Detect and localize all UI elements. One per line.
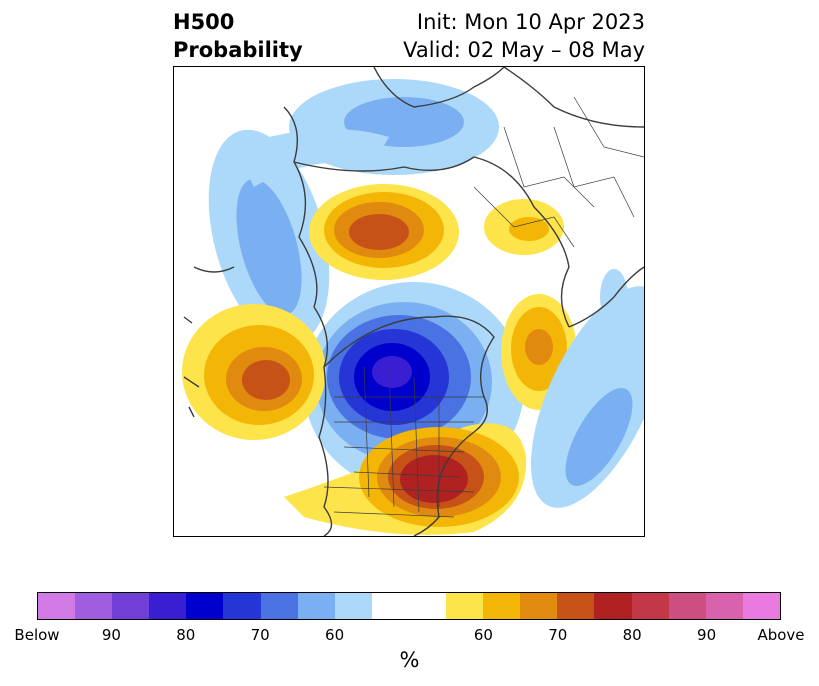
colorbar-segment xyxy=(705,593,743,619)
anomaly-above-siberia xyxy=(309,184,459,280)
colorbar-segment xyxy=(223,593,261,619)
colorbar-units-label: % xyxy=(399,648,420,672)
colorbar-segment xyxy=(112,593,150,619)
anomaly-below-canada xyxy=(304,282,524,492)
colorbar-segment xyxy=(371,593,447,619)
map-panel xyxy=(173,66,645,537)
colorbar-segment xyxy=(149,593,187,619)
colorbar-segment xyxy=(297,593,335,619)
colorbar-segment xyxy=(520,593,558,619)
title-right: Init: Mon 10 Apr 2023 Valid: 02 May – 08… xyxy=(403,8,645,64)
colorbar-segment xyxy=(594,593,632,619)
colorbar-tick-label: Above xyxy=(757,626,805,644)
colorbar-tick-label: 90 xyxy=(101,626,121,644)
colorbar-tick-label: 70 xyxy=(250,626,270,644)
colorbar-tick-label: 90 xyxy=(697,626,717,644)
coastlines xyxy=(183,67,644,536)
colorbar-tick-label: Below xyxy=(14,626,60,644)
political-borders xyxy=(323,96,644,518)
title-left: H500 Probability xyxy=(173,8,303,64)
colorbar-segment xyxy=(668,593,706,619)
colorbar-segment xyxy=(334,593,372,619)
anomaly-below-europe-atlantic xyxy=(530,269,644,508)
anomaly-above-central-asia xyxy=(484,199,564,255)
colorbar-segment xyxy=(38,593,76,619)
colorbar-tick-label: 80 xyxy=(622,626,642,644)
valid-range-label: Valid: 02 May – 08 May xyxy=(403,38,645,62)
variable-label: H500 xyxy=(173,10,235,34)
colorbar-tick-label: 70 xyxy=(548,626,568,644)
colorbar-segment xyxy=(557,593,595,619)
colorbar-segment xyxy=(631,593,669,619)
anomaly-above-north-pacific xyxy=(182,304,326,440)
colorbar-tick-labels: Below 90 80 70 60 60 70 80 90 Above xyxy=(0,626,819,646)
anomaly-below-bering xyxy=(208,129,389,345)
product-label: Probability xyxy=(173,38,303,62)
colorbar-segment xyxy=(75,593,113,619)
probability-map xyxy=(182,67,644,536)
colorbar-tick-label: 60 xyxy=(325,626,345,644)
colorbar-tick-label: 60 xyxy=(473,626,493,644)
colorbar-segment xyxy=(742,593,780,619)
colorbar-segment xyxy=(260,593,298,619)
colorbar-segment xyxy=(446,593,484,619)
colorbar xyxy=(37,592,781,620)
colorbar-segment xyxy=(186,593,224,619)
init-date-label: Init: Mon 10 Apr 2023 xyxy=(416,10,645,34)
colorbar-tick-label: 80 xyxy=(176,626,196,644)
colorbar-segment xyxy=(483,593,521,619)
